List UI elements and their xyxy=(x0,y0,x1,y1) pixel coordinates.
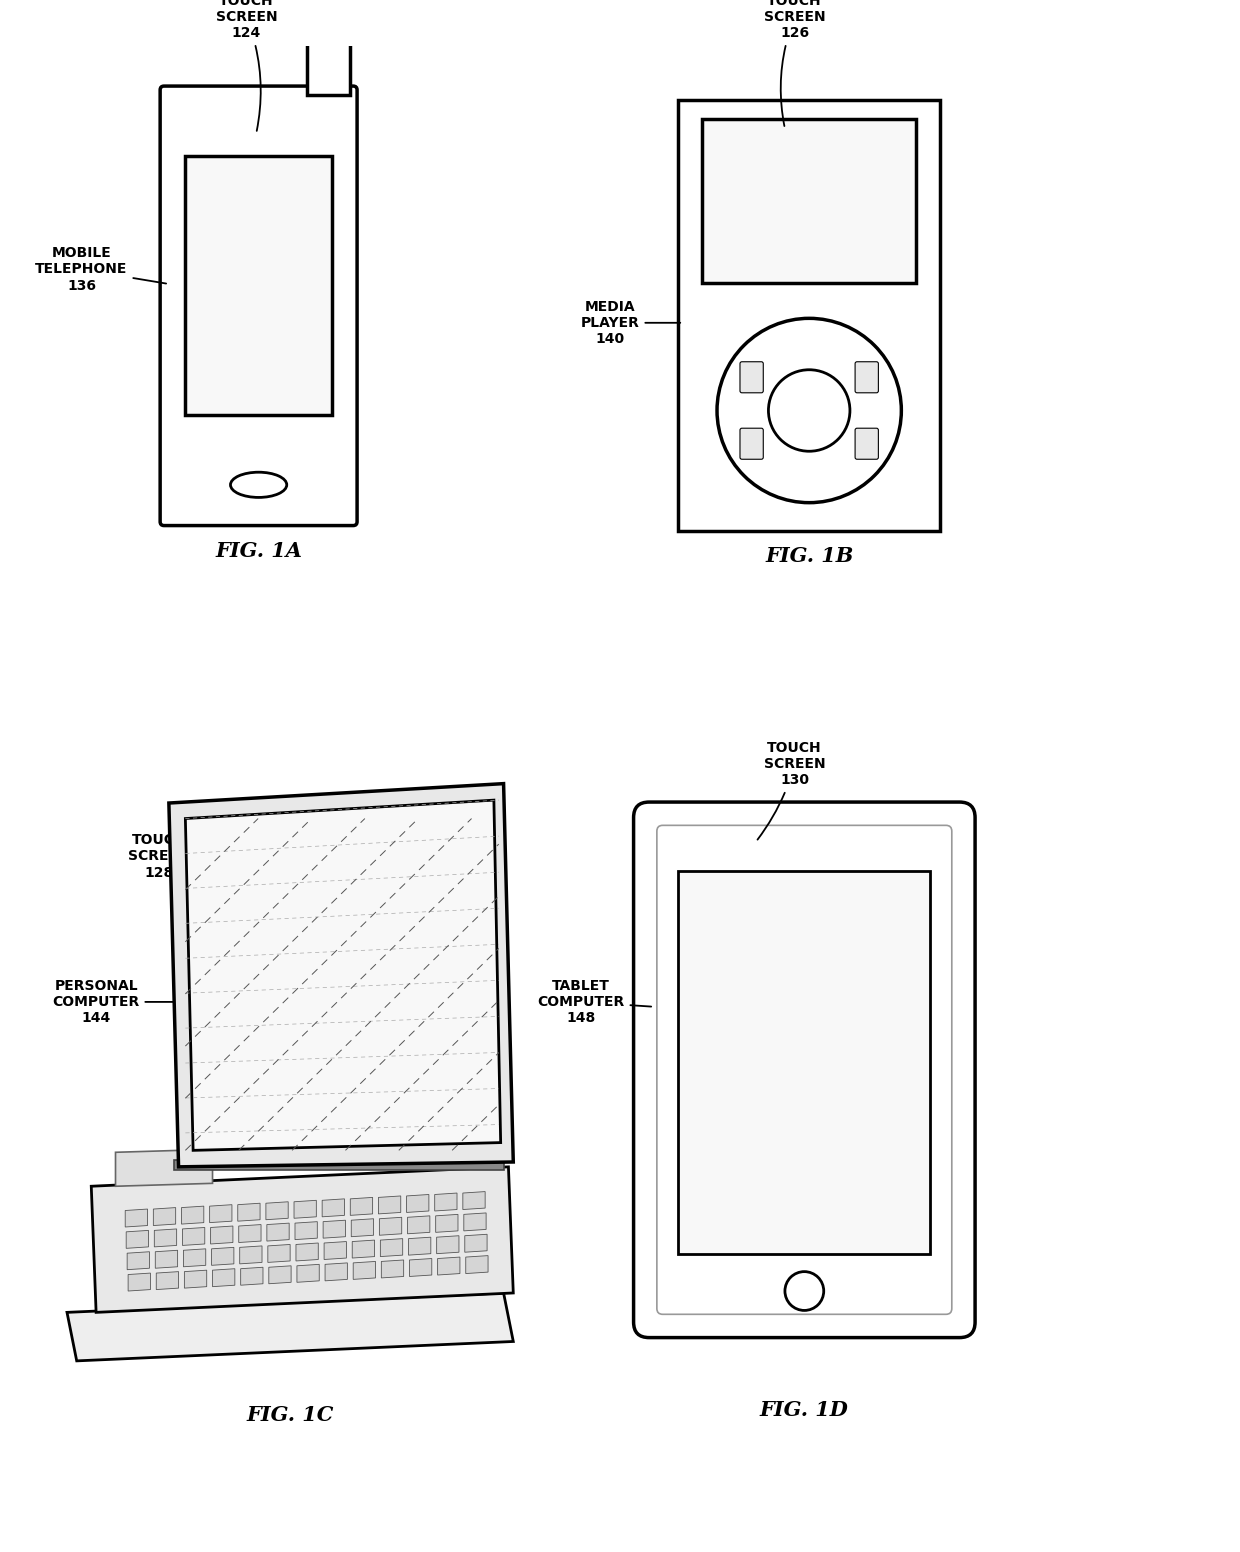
Polygon shape xyxy=(238,1203,260,1221)
Polygon shape xyxy=(408,1237,430,1256)
Polygon shape xyxy=(92,1167,513,1313)
Text: TOUCH
SCREEN
128: TOUCH SCREEN 128 xyxy=(129,833,263,889)
Polygon shape xyxy=(154,1229,176,1246)
Polygon shape xyxy=(128,1273,150,1291)
FancyBboxPatch shape xyxy=(634,802,975,1338)
Polygon shape xyxy=(296,1243,319,1260)
Polygon shape xyxy=(268,1245,290,1262)
Circle shape xyxy=(785,1271,823,1310)
Polygon shape xyxy=(115,1150,212,1186)
Polygon shape xyxy=(350,1198,372,1215)
Polygon shape xyxy=(182,1228,205,1245)
Text: FIG. 1B: FIG. 1B xyxy=(765,546,853,566)
Polygon shape xyxy=(294,1200,316,1218)
Polygon shape xyxy=(382,1260,404,1277)
Bar xyxy=(185,155,332,414)
Polygon shape xyxy=(465,1234,487,1252)
Polygon shape xyxy=(322,1198,345,1217)
Polygon shape xyxy=(407,1195,429,1212)
Circle shape xyxy=(769,369,849,452)
FancyBboxPatch shape xyxy=(856,362,878,393)
Polygon shape xyxy=(126,1231,149,1248)
Polygon shape xyxy=(241,1268,263,1285)
Text: FIG. 1C: FIG. 1C xyxy=(247,1405,334,1425)
Text: MEDIA
PLAYER
140: MEDIA PLAYER 140 xyxy=(580,300,681,346)
Text: TOUCH
SCREEN
130: TOUCH SCREEN 130 xyxy=(758,740,826,840)
Polygon shape xyxy=(325,1263,347,1280)
Bar xyxy=(174,1159,503,1170)
Polygon shape xyxy=(184,1249,206,1266)
Polygon shape xyxy=(154,1207,176,1226)
Text: TABLET
COMPUTER
148: TABLET COMPUTER 148 xyxy=(538,979,651,1026)
Polygon shape xyxy=(185,801,501,1150)
Polygon shape xyxy=(353,1262,376,1279)
Polygon shape xyxy=(181,1206,203,1225)
Polygon shape xyxy=(156,1271,179,1290)
Polygon shape xyxy=(408,1215,430,1234)
Polygon shape xyxy=(212,1248,234,1265)
Bar xyxy=(306,26,350,95)
Text: TOUCH
SCREEN
124: TOUCH SCREEN 124 xyxy=(216,0,278,130)
Polygon shape xyxy=(409,1259,432,1276)
Polygon shape xyxy=(379,1217,402,1235)
Polygon shape xyxy=(212,1268,234,1287)
Ellipse shape xyxy=(231,472,286,498)
Polygon shape xyxy=(378,1197,401,1214)
Polygon shape xyxy=(169,784,513,1167)
FancyBboxPatch shape xyxy=(160,85,357,526)
Polygon shape xyxy=(438,1257,460,1276)
FancyBboxPatch shape xyxy=(657,826,952,1315)
Polygon shape xyxy=(265,1201,288,1220)
Polygon shape xyxy=(211,1226,233,1245)
Bar xyxy=(678,871,930,1254)
Polygon shape xyxy=(352,1240,374,1259)
Polygon shape xyxy=(464,1214,486,1231)
Polygon shape xyxy=(295,1221,317,1240)
Polygon shape xyxy=(128,1252,150,1270)
Polygon shape xyxy=(435,1193,458,1211)
Polygon shape xyxy=(324,1242,346,1260)
Polygon shape xyxy=(296,1265,319,1282)
Polygon shape xyxy=(435,1214,458,1232)
FancyBboxPatch shape xyxy=(856,428,878,459)
Text: FIG. 1A: FIG. 1A xyxy=(215,542,303,562)
Text: PERSONAL
COMPUTER
144: PERSONAL COMPUTER 144 xyxy=(52,979,191,1026)
Polygon shape xyxy=(67,1293,513,1361)
Bar xyxy=(678,99,940,531)
Text: TOUCH
SCREEN
126: TOUCH SCREEN 126 xyxy=(764,0,826,126)
Bar xyxy=(703,120,916,282)
Polygon shape xyxy=(463,1192,485,1209)
Polygon shape xyxy=(239,1246,262,1263)
Polygon shape xyxy=(210,1204,232,1223)
FancyBboxPatch shape xyxy=(740,428,764,459)
Polygon shape xyxy=(269,1266,291,1284)
Polygon shape xyxy=(239,1225,262,1243)
Polygon shape xyxy=(267,1223,289,1242)
Polygon shape xyxy=(125,1209,148,1228)
Text: MOBILE
TELEPHONE
136: MOBILE TELEPHONE 136 xyxy=(36,247,166,293)
Polygon shape xyxy=(351,1218,373,1237)
Polygon shape xyxy=(381,1238,403,1257)
Polygon shape xyxy=(155,1251,177,1268)
Circle shape xyxy=(717,318,901,503)
Polygon shape xyxy=(436,1235,459,1254)
Polygon shape xyxy=(466,1256,489,1274)
Polygon shape xyxy=(185,1270,207,1288)
Polygon shape xyxy=(324,1220,346,1238)
FancyBboxPatch shape xyxy=(740,362,764,393)
Text: FIG. 1D: FIG. 1D xyxy=(760,1400,848,1420)
